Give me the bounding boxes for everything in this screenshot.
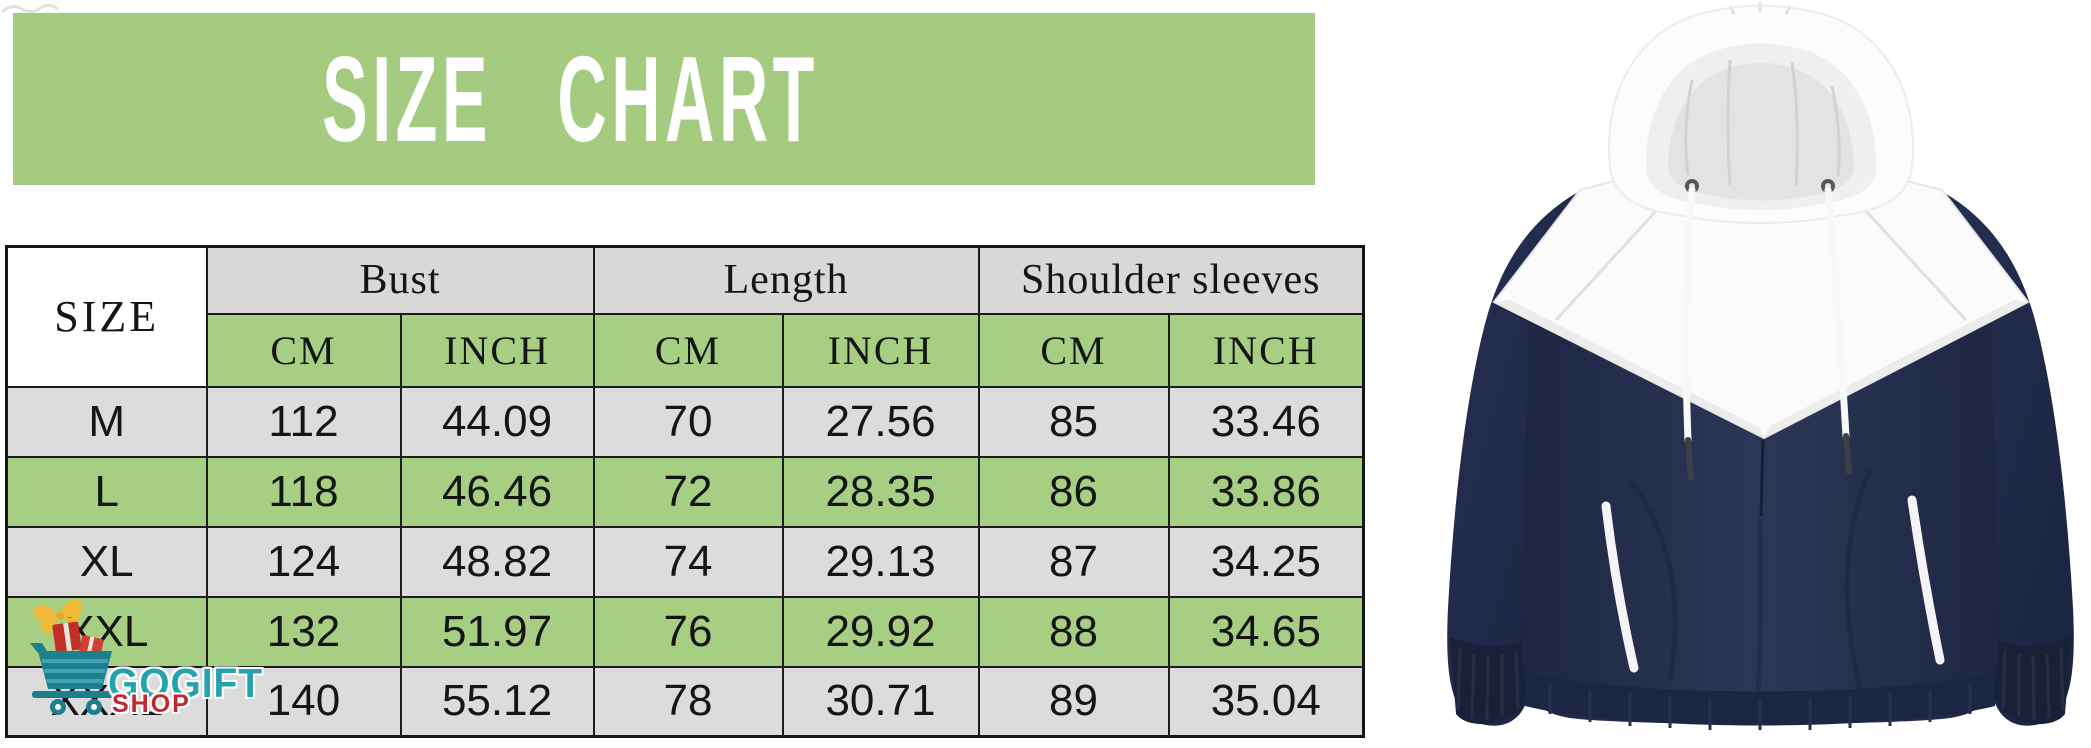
table-row-m: M 112 44.09 70 27.56 85 33.46 bbox=[5, 385, 1365, 458]
table-row-xxl: XXL 132 51.97 76 29.92 88 34.65 bbox=[5, 595, 1365, 668]
unit-header-bust-cm: CM bbox=[205, 312, 402, 388]
value-cell: 118 bbox=[205, 455, 402, 528]
unit-header-length-inch: INCH bbox=[781, 312, 980, 388]
unit-header-bust-inch: INCH bbox=[399, 312, 595, 388]
value-cell: 33.46 bbox=[1167, 385, 1365, 458]
value-cell: 35.04 bbox=[1167, 665, 1365, 738]
value-cell: 70 bbox=[592, 385, 784, 458]
value-cell: 29.92 bbox=[781, 595, 980, 668]
gogift-logo: GOGIFT SHOP bbox=[28, 548, 378, 733]
value-cell: 27.56 bbox=[781, 385, 980, 458]
value-cell: 140 bbox=[205, 665, 402, 738]
size-label-cell: L bbox=[5, 455, 208, 528]
value-cell: 55.12 bbox=[399, 665, 595, 738]
value-cell: 124 bbox=[205, 525, 402, 598]
table-header-units-row: CM INCH CM INCH CM INCH bbox=[7, 312, 1365, 388]
scan-mark bbox=[0, 3, 59, 14]
value-cell: 34.65 bbox=[1167, 595, 1365, 668]
value-cell: 88 bbox=[977, 595, 1170, 668]
value-cell: 72 bbox=[592, 455, 784, 528]
shopping-cart-icon bbox=[30, 599, 124, 715]
value-cell: 29.13 bbox=[781, 525, 980, 598]
logo-shop-text: SHOP bbox=[112, 690, 191, 718]
value-cell: 87 bbox=[977, 525, 1170, 598]
value-cell: 132 bbox=[205, 595, 402, 668]
size-chart-banner: SIZE CHART bbox=[13, 13, 1315, 185]
value-cell: 85 bbox=[977, 385, 1170, 458]
col-group-bust: Bust bbox=[205, 245, 595, 315]
size-chart-table: SIZE Bust Length Shoulder sleeves CM INC… bbox=[5, 245, 1366, 738]
table-row-xxxl: XXXL 140 55.12 78 30.71 89 35.04 bbox=[5, 665, 1365, 738]
col-group-shoulder-sleeves: Shoulder sleeves bbox=[977, 245, 1365, 315]
value-cell: 30.71 bbox=[781, 665, 980, 738]
value-cell: 78 bbox=[592, 665, 784, 738]
size-label-cell: M bbox=[5, 385, 208, 458]
unit-header-shoulder-cm: CM bbox=[977, 312, 1170, 388]
value-cell: 48.82 bbox=[399, 525, 595, 598]
col-group-length: Length bbox=[592, 245, 980, 315]
product-photo-hoodie bbox=[1447, 2, 2074, 730]
logo-brand-text: GOGIFT bbox=[108, 660, 263, 706]
value-cell: 44.09 bbox=[399, 385, 595, 458]
unit-header-shoulder-inch: INCH bbox=[1167, 312, 1365, 388]
value-cell: 112 bbox=[205, 385, 402, 458]
table-row-l: L 118 46.46 72 28.35 86 33.86 bbox=[5, 455, 1365, 528]
size-label-cell: XL bbox=[5, 525, 208, 598]
value-cell: 74 bbox=[592, 525, 784, 598]
size-label-cell: XXXL bbox=[5, 665, 208, 738]
value-cell: 76 bbox=[592, 595, 784, 668]
value-cell: 86 bbox=[977, 455, 1170, 528]
page-title: SIZE CHART bbox=[321, 31, 819, 167]
value-cell: 33.86 bbox=[1167, 455, 1365, 528]
table-row-xl: XL 124 48.82 74 29.13 87 34.25 bbox=[5, 525, 1365, 598]
unit-header-length-cm: CM bbox=[592, 312, 784, 388]
value-cell: 46.46 bbox=[399, 455, 595, 528]
value-cell: 28.35 bbox=[781, 455, 980, 528]
col-header-size: SIZE bbox=[5, 245, 208, 388]
value-cell: 34.25 bbox=[1167, 525, 1365, 598]
value-cell: 51.97 bbox=[399, 595, 595, 668]
table-header-group-row: SIZE Bust Length Shoulder sleeves bbox=[5, 245, 1365, 388]
value-cell: 89 bbox=[977, 665, 1170, 738]
